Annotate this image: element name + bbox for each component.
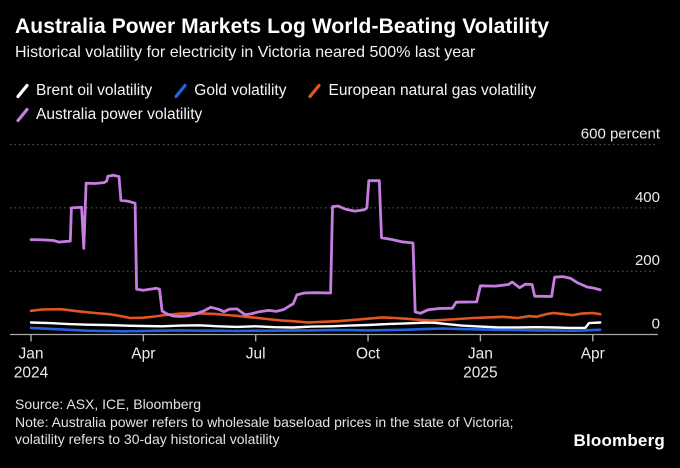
source-text: Source: ASX, ICE, Bloomberg [15,396,201,412]
x-tick-label: Apr [131,346,155,363]
legend-slash-icon [308,83,322,99]
series-line-european-natural-gas-volatility [29,307,602,324]
legend-label: Gold volatility [194,82,287,99]
legend-item-european-natural-gas-volatility: European natural gas volatility [306,79,536,103]
series-line-gold-volatility [29,326,602,333]
legend-slash-icon [16,83,29,99]
chart-header: Australia Power Markets Log World-Beatin… [15,14,665,63]
y-tick-label: 600 percent [581,126,661,143]
y-tick-label: 200 [635,252,660,269]
legend-item-brent-oil-volatility: Brent oil volatility [14,79,152,103]
y-tick-label: 400 [635,189,660,206]
x-tick-label: Jul [246,346,266,363]
legend-label: Australia power volatility [36,106,203,123]
note-text: Note: Australia power refers to wholesal… [15,413,514,448]
series-line-australia-power-volatility [29,173,602,318]
x-tick-label: Oct [356,346,381,363]
legend-slash-icon [16,107,29,123]
legend-label: European natural gas volatility [328,82,537,99]
legend-slash-icon [174,83,187,99]
legend-item-gold-volatility: Gold volatility [172,79,286,103]
series-line-brent-oil-volatility [29,321,602,330]
chart-footer: Source: ASX, ICE, Bloomberg Note: Austra… [15,396,560,449]
chart-subtitle: Historical volatility for electricity in… [15,44,476,61]
x-tick-year-label: 2025 [463,365,497,382]
chart-legend: Brent oil volatility Gold volatility Europ… [14,79,664,127]
bloomberg-logo: Bloomberg [573,431,665,450]
x-tick-label: Apr [581,346,605,363]
x-tick-label: Jan [468,346,493,363]
legend-label: Brent oil volatility [36,82,153,99]
chart-title: Australia Power Markets Log World-Beatin… [15,15,550,38]
x-tick-year-label: 2024 [14,365,49,382]
legend-item-australia-power-volatility: Australia power volatility [14,103,202,127]
x-tick-label: Jan [19,346,44,363]
y-tick-label: 0 [652,316,660,333]
